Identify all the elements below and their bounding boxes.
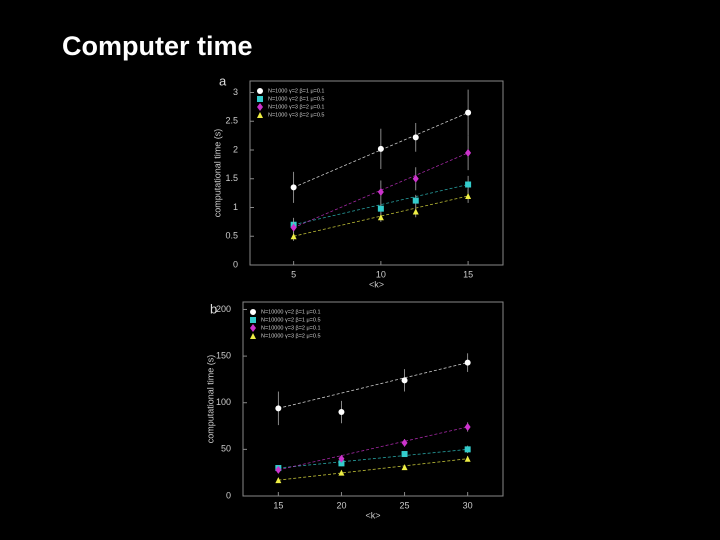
fit-line: [278, 362, 468, 409]
panel-label: b: [210, 301, 217, 316]
legend-marker: [250, 324, 256, 332]
point: [464, 359, 471, 366]
x-tick-label: 20: [336, 500, 346, 510]
x-tick-label: 25: [400, 500, 410, 510]
y-tick-label: 0.5: [225, 231, 238, 241]
point: [401, 438, 408, 447]
y-tick-label: 0: [226, 490, 231, 500]
legend-marker: [257, 112, 263, 118]
y-tick-label: 100: [216, 397, 231, 407]
point: [465, 181, 472, 188]
fit-line: [278, 448, 468, 469]
y-tick-label: 0: [233, 259, 238, 269]
legend-marker: [257, 96, 263, 102]
point: [275, 405, 282, 412]
y-tick-label: 150: [216, 350, 231, 360]
point: [401, 377, 408, 384]
x-tick-label: 15: [273, 500, 283, 510]
fit-line: [293, 112, 469, 188]
point: [412, 197, 419, 204]
point: [412, 174, 419, 183]
point: [290, 233, 297, 240]
x-tick-label: 10: [376, 269, 386, 279]
point: [338, 409, 345, 416]
legend-label: N=1000 γ=2 β=1 μ=0.5: [268, 96, 325, 102]
point: [290, 223, 297, 232]
point: [275, 465, 282, 474]
point: [464, 455, 471, 462]
y-axis-label: computational time (s): [205, 355, 215, 444]
legend-label: N=10000 γ=3 β=2 μ=0.1: [261, 325, 321, 331]
legend-marker: [257, 88, 263, 94]
point: [464, 422, 471, 431]
legend-marker: [250, 333, 256, 339]
legend-label: N=1000 γ=3 β=2 μ=0.5: [268, 112, 325, 118]
legend-label: N=10000 γ=2 β=1 μ=0.1: [261, 309, 321, 315]
point: [377, 145, 384, 152]
y-tick-label: 3: [233, 87, 238, 97]
point: [401, 451, 408, 458]
fit-line: [293, 152, 469, 228]
point: [377, 187, 384, 196]
point: [465, 148, 472, 157]
point: [290, 184, 297, 191]
slide-title: Computer time: [62, 31, 253, 61]
y-axis-label: computational time (s): [212, 129, 222, 218]
legend-label: N=1000 γ=2 β=1 μ=0.1: [268, 88, 325, 94]
legend-label: N=10000 γ=3 β=2 μ=0.5: [261, 333, 321, 339]
y-tick-label: 200: [216, 304, 231, 314]
point: [338, 469, 345, 476]
point: [338, 454, 345, 463]
legend-label: N=1000 γ=3 β=2 μ=0.1: [268, 104, 325, 110]
panel-label: a: [219, 73, 227, 88]
plot-frame: [249, 80, 504, 266]
legend-marker: [257, 103, 263, 111]
legend-marker: [250, 317, 256, 323]
y-tick-label: 2: [233, 144, 238, 154]
y-tick-label: 1: [233, 202, 238, 212]
point: [465, 193, 472, 199]
x-tick-label: 5: [291, 269, 296, 279]
y-tick-label: 1.5: [225, 173, 238, 183]
fit-line: [278, 426, 468, 471]
x-tick-label: 15: [463, 269, 473, 279]
point: [401, 464, 408, 471]
x-axis-label: <k>: [369, 279, 384, 289]
point: [377, 214, 384, 221]
point: [412, 134, 419, 141]
legend-marker: [250, 309, 256, 315]
plot-frame: [242, 301, 504, 497]
y-tick-label: 50: [221, 444, 231, 454]
x-axis-label: <k>: [365, 510, 380, 520]
legend-label: N=10000 γ=2 β=1 μ=0.5: [261, 317, 321, 323]
point: [465, 109, 472, 116]
point: [275, 477, 282, 484]
point: [412, 208, 419, 215]
point: [377, 205, 384, 212]
y-tick-label: 2.5: [225, 116, 238, 126]
point: [464, 446, 471, 453]
fit-line: [278, 458, 468, 481]
x-tick-label: 30: [463, 500, 473, 510]
point: [338, 460, 345, 467]
